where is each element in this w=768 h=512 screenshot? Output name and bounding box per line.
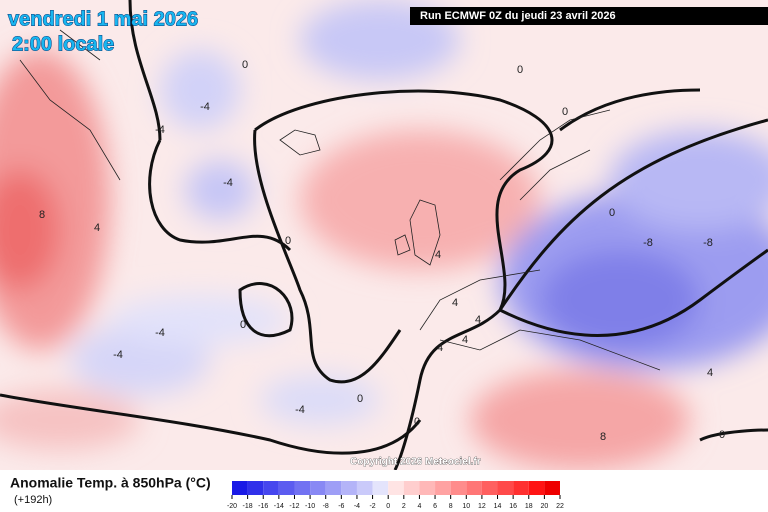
colorbar-swatch bbox=[481, 481, 498, 495]
colorbar-swatch bbox=[403, 481, 420, 495]
contour-label: 0 bbox=[609, 207, 615, 219]
colorbar-tick-label: 4 bbox=[417, 503, 421, 510]
contour-label: 0 bbox=[242, 59, 248, 71]
contour-label: 0 bbox=[285, 235, 291, 247]
colorbar: -20 -18 -16 -14 -12 -10 -8 -6 -4 -2 0 2 4 6 8 10 12 14 16 1… bbox=[227, 481, 564, 510]
colorbar-swatch bbox=[247, 481, 264, 495]
colorbar-tick-label: -14 bbox=[274, 503, 284, 510]
legend-lead: (+192h) bbox=[14, 494, 52, 506]
colorbar-tick-label: 6 bbox=[433, 503, 437, 510]
colorbar-swatch bbox=[435, 481, 451, 495]
colorbar-tick-label: -10 bbox=[305, 503, 315, 510]
coastlines bbox=[19, 29, 661, 371]
contour-label: 4 bbox=[475, 314, 481, 326]
contour-label: 4 bbox=[94, 222, 100, 234]
colorbar-tick-label: 22 bbox=[556, 503, 564, 510]
contour-label: 4 bbox=[452, 297, 458, 309]
colorbar-swatch bbox=[513, 481, 529, 495]
colorbar-swatch bbox=[310, 481, 326, 495]
zero-contours bbox=[0, 0, 768, 471]
time-label: 2:00 locale bbox=[12, 33, 114, 55]
contour-label: -4 bbox=[155, 124, 165, 136]
contour-label: 4 bbox=[437, 342, 443, 354]
map bbox=[0, 0, 768, 471]
colorbar-tick-label: -16 bbox=[258, 503, 268, 510]
colorbar-swatch bbox=[388, 481, 404, 495]
colorbar-swatch bbox=[341, 481, 357, 495]
colorbar-tick-label: -2 bbox=[369, 503, 375, 510]
colorbar-tick-label: -6 bbox=[338, 503, 344, 510]
contour-label: -4 bbox=[200, 101, 210, 113]
colorbar-swatch bbox=[278, 481, 295, 495]
date-label: vendredi 1 mai 2026 bbox=[8, 8, 198, 30]
contour-label: 8 bbox=[39, 209, 45, 221]
colorbar-swatch bbox=[232, 481, 248, 495]
colorbar-tick-label: 8 bbox=[449, 503, 453, 510]
colorbar-tick-label: 20 bbox=[540, 503, 548, 510]
colorbar-swatch bbox=[356, 481, 373, 495]
contour-label: 4 bbox=[462, 334, 468, 346]
colorbar-tick-label: 14 bbox=[494, 503, 502, 510]
colorbar-tick-label: -18 bbox=[243, 503, 253, 510]
colorbar-swatch bbox=[544, 481, 560, 495]
colorbar-swatch bbox=[372, 481, 389, 495]
contour-label: 0 bbox=[240, 319, 246, 331]
contour-label: 4 bbox=[435, 249, 441, 261]
colorbar-swatch bbox=[419, 481, 436, 495]
colorbar-tick-label: -4 bbox=[354, 503, 360, 510]
contour-label: -4 bbox=[295, 404, 305, 416]
run-box bbox=[410, 7, 768, 25]
contour-label: -4 bbox=[113, 349, 123, 361]
colorbar-swatch bbox=[450, 481, 467, 495]
colorbar-tick-label: -12 bbox=[289, 503, 299, 510]
contour-label: -8 bbox=[703, 237, 713, 249]
colorbar-tick-label: 16 bbox=[509, 503, 517, 510]
colorbar-swatch bbox=[294, 481, 311, 495]
contour-label: 0 bbox=[517, 64, 523, 76]
anomaly-field bbox=[0, 0, 768, 470]
contour-label: -4 bbox=[223, 177, 233, 189]
colorbar-tick-label: -8 bbox=[323, 503, 329, 510]
contour-label: 0 bbox=[357, 393, 363, 405]
colorbar-swatch bbox=[528, 481, 545, 495]
colorbar-tick-label: 2 bbox=[402, 503, 406, 510]
colorbar-swatch bbox=[466, 481, 482, 495]
colorbar-tick-label: 10 bbox=[462, 503, 470, 510]
legend-title: Anomalie Temp. à 850hPa (°C) bbox=[10, 475, 211, 491]
contour-label: 0 bbox=[562, 106, 568, 118]
colorbar-swatch bbox=[263, 481, 279, 495]
contour-label: 0 bbox=[719, 429, 725, 441]
run-label: Run ECMWF 0Z du jeudi 23 avril 2026 bbox=[420, 10, 616, 22]
colorbar-swatch bbox=[497, 481, 514, 495]
contour-label: -8 bbox=[643, 237, 653, 249]
contour-label: -4 bbox=[155, 327, 165, 339]
colorbar-tick-label: 12 bbox=[478, 503, 486, 510]
colorbar-tick-label: 18 bbox=[525, 503, 533, 510]
contour-label: 4 bbox=[707, 367, 713, 379]
contour-label: 8 bbox=[600, 431, 606, 443]
copyright: Copyright 2026 Meteociel.fr bbox=[350, 457, 481, 468]
colorbar-tick-label: 0 bbox=[386, 503, 390, 510]
colorbar-tick-label: -20 bbox=[227, 503, 237, 510]
colorbar-swatch bbox=[325, 481, 342, 495]
contour-label: 0 bbox=[414, 416, 420, 428]
